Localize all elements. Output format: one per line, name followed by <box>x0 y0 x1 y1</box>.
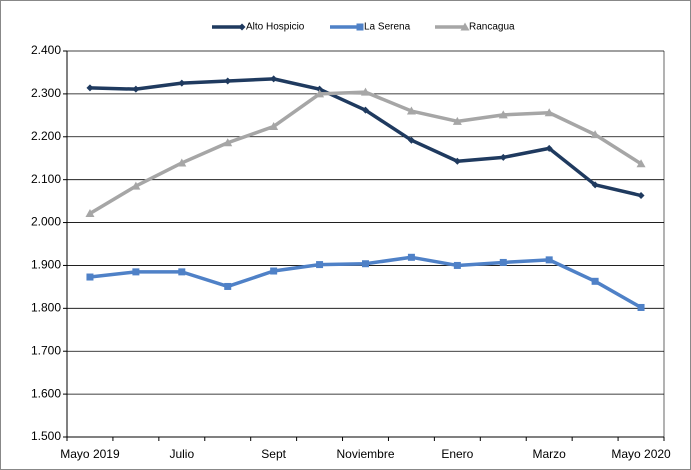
y-tick-label: 2.300 <box>31 86 61 100</box>
y-tick-label: 1.600 <box>31 386 61 400</box>
point <box>453 157 461 165</box>
point <box>362 106 369 114</box>
point <box>460 22 470 31</box>
point <box>270 75 278 83</box>
x-tick-label: Enero <box>441 447 473 461</box>
point <box>86 84 94 92</box>
x-tick-label: Noviembre <box>336 447 394 461</box>
point <box>544 108 554 117</box>
point <box>132 268 140 276</box>
point <box>406 106 416 115</box>
point <box>269 121 279 130</box>
point <box>224 282 232 290</box>
y-tick-label: 1.900 <box>31 258 61 272</box>
x-tick-label: Julio <box>169 447 194 461</box>
x-tick-label: Mayo 2020 <box>611 447 671 461</box>
point <box>178 79 186 87</box>
point <box>132 85 140 93</box>
point <box>637 192 645 200</box>
point <box>499 258 507 266</box>
x-tick-label: Marzo <box>533 447 567 461</box>
point <box>85 209 95 218</box>
y-tick-label: 1.500 <box>31 429 61 443</box>
point <box>131 181 141 190</box>
point <box>591 277 599 285</box>
x-tick-label: Sept <box>261 447 286 461</box>
point <box>636 159 646 168</box>
point <box>452 116 462 125</box>
point <box>591 181 599 189</box>
legend-label: Alto Hospicio <box>246 22 305 33</box>
point <box>362 260 369 268</box>
point <box>545 256 553 264</box>
point <box>177 158 187 167</box>
point <box>238 23 246 31</box>
y-tick-label: 2.400 <box>31 43 61 57</box>
point <box>316 261 324 269</box>
point <box>453 261 461 269</box>
point <box>637 303 645 311</box>
point <box>498 110 508 119</box>
legend-label: La Serena <box>364 22 411 33</box>
point <box>499 153 507 161</box>
y-tick-label: 2.000 <box>31 215 61 229</box>
point <box>356 23 364 31</box>
point <box>86 273 94 281</box>
point <box>270 267 278 275</box>
point <box>224 77 232 85</box>
point <box>407 136 415 144</box>
y-tick-label: 1.700 <box>31 343 61 357</box>
y-tick-label: 2.100 <box>31 172 61 186</box>
x-tick-label: Mayo 2019 <box>60 447 120 461</box>
point <box>545 144 553 152</box>
point <box>361 87 370 96</box>
point <box>407 253 415 261</box>
point <box>223 138 233 147</box>
point <box>315 89 325 98</box>
point <box>590 130 600 139</box>
legend-label: Rancagua <box>469 22 515 33</box>
point <box>316 85 324 93</box>
y-tick-label: 2.200 <box>31 129 61 143</box>
y-tick-label: 1.800 <box>31 301 61 315</box>
point <box>178 268 186 276</box>
